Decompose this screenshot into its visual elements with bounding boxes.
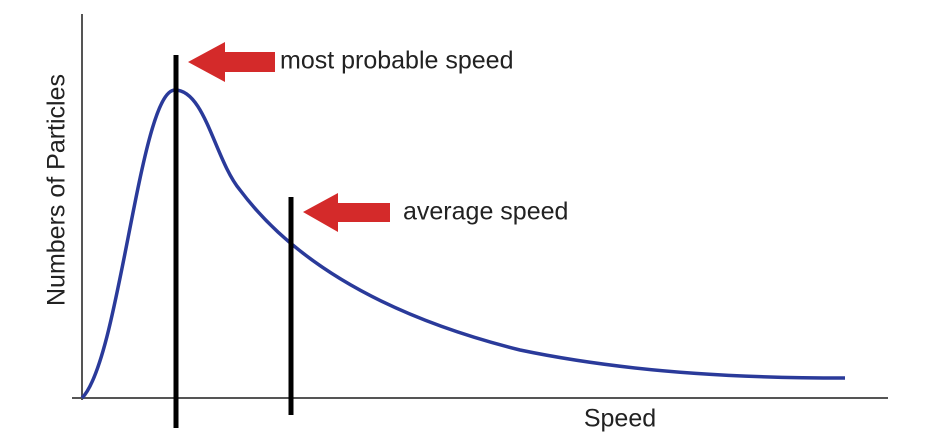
annotation: average speed xyxy=(403,198,568,226)
annotation: most probable speed xyxy=(280,47,513,75)
y-axis-label: Numbers of Particles xyxy=(43,74,71,306)
x-axis-label: Speed xyxy=(584,405,656,433)
distribution-curve xyxy=(80,88,846,400)
arrow xyxy=(188,42,275,82)
arrow xyxy=(303,193,390,232)
